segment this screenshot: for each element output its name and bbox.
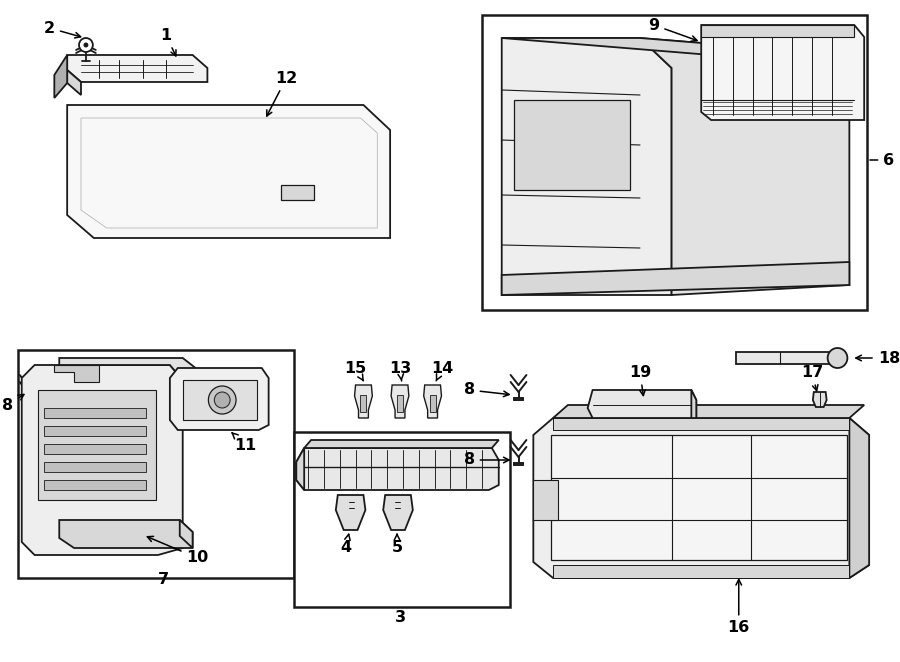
Polygon shape bbox=[355, 385, 373, 418]
Text: 4: 4 bbox=[340, 534, 351, 555]
Circle shape bbox=[79, 38, 93, 52]
Text: 2: 2 bbox=[44, 21, 81, 38]
Polygon shape bbox=[501, 262, 850, 295]
Bar bbox=[18, 350, 294, 578]
Polygon shape bbox=[22, 365, 183, 555]
Polygon shape bbox=[44, 480, 146, 490]
Polygon shape bbox=[534, 480, 558, 520]
Polygon shape bbox=[551, 435, 848, 560]
Polygon shape bbox=[59, 358, 195, 380]
Polygon shape bbox=[640, 38, 850, 295]
Polygon shape bbox=[736, 352, 834, 364]
Circle shape bbox=[209, 386, 236, 414]
Text: 1: 1 bbox=[160, 28, 176, 56]
Polygon shape bbox=[183, 380, 256, 420]
Polygon shape bbox=[38, 390, 156, 500]
Polygon shape bbox=[68, 105, 390, 238]
Polygon shape bbox=[170, 368, 268, 430]
Text: 8: 8 bbox=[464, 453, 509, 467]
Polygon shape bbox=[54, 365, 99, 382]
Text: 13: 13 bbox=[389, 361, 411, 381]
Polygon shape bbox=[54, 55, 68, 98]
Text: 18: 18 bbox=[856, 350, 900, 365]
Polygon shape bbox=[554, 405, 864, 418]
Polygon shape bbox=[59, 520, 193, 548]
Circle shape bbox=[214, 392, 230, 408]
Text: 15: 15 bbox=[345, 361, 366, 381]
Polygon shape bbox=[813, 392, 827, 407]
Text: 19: 19 bbox=[629, 365, 651, 396]
Text: 8: 8 bbox=[464, 383, 509, 397]
Text: 3: 3 bbox=[394, 610, 406, 626]
Polygon shape bbox=[554, 418, 850, 430]
Text: 16: 16 bbox=[727, 579, 750, 636]
Polygon shape bbox=[711, 155, 755, 190]
Polygon shape bbox=[282, 185, 314, 200]
Polygon shape bbox=[296, 448, 304, 490]
Polygon shape bbox=[701, 25, 854, 37]
Text: 6: 6 bbox=[870, 152, 895, 167]
Polygon shape bbox=[44, 462, 146, 472]
Text: 17: 17 bbox=[801, 365, 823, 391]
Bar bbox=[482, 15, 867, 310]
Polygon shape bbox=[850, 418, 869, 578]
Polygon shape bbox=[691, 390, 697, 418]
Polygon shape bbox=[44, 444, 146, 454]
Polygon shape bbox=[361, 395, 366, 412]
Circle shape bbox=[84, 42, 88, 48]
Polygon shape bbox=[588, 390, 697, 418]
Circle shape bbox=[828, 348, 848, 368]
Polygon shape bbox=[392, 385, 409, 418]
Polygon shape bbox=[44, 426, 146, 436]
Polygon shape bbox=[831, 350, 844, 366]
Polygon shape bbox=[501, 38, 850, 55]
Text: 8: 8 bbox=[3, 395, 24, 412]
Polygon shape bbox=[424, 385, 442, 418]
Text: 11: 11 bbox=[232, 433, 256, 453]
Polygon shape bbox=[44, 408, 146, 418]
Polygon shape bbox=[701, 25, 864, 120]
Polygon shape bbox=[336, 495, 365, 530]
Text: 14: 14 bbox=[431, 361, 454, 381]
Polygon shape bbox=[514, 100, 630, 190]
Polygon shape bbox=[296, 448, 499, 490]
Text: 7: 7 bbox=[158, 573, 168, 587]
Polygon shape bbox=[383, 495, 413, 530]
Polygon shape bbox=[304, 440, 499, 448]
Polygon shape bbox=[68, 55, 207, 82]
Polygon shape bbox=[68, 70, 81, 95]
Polygon shape bbox=[534, 418, 869, 578]
Polygon shape bbox=[397, 395, 403, 412]
Text: 10: 10 bbox=[148, 536, 209, 565]
Text: 9: 9 bbox=[648, 17, 697, 41]
Text: 12: 12 bbox=[266, 70, 298, 116]
Polygon shape bbox=[554, 565, 850, 578]
Bar bbox=[294, 432, 509, 607]
Polygon shape bbox=[429, 395, 436, 412]
Polygon shape bbox=[180, 520, 193, 548]
Polygon shape bbox=[501, 38, 671, 295]
Text: 5: 5 bbox=[392, 534, 402, 555]
